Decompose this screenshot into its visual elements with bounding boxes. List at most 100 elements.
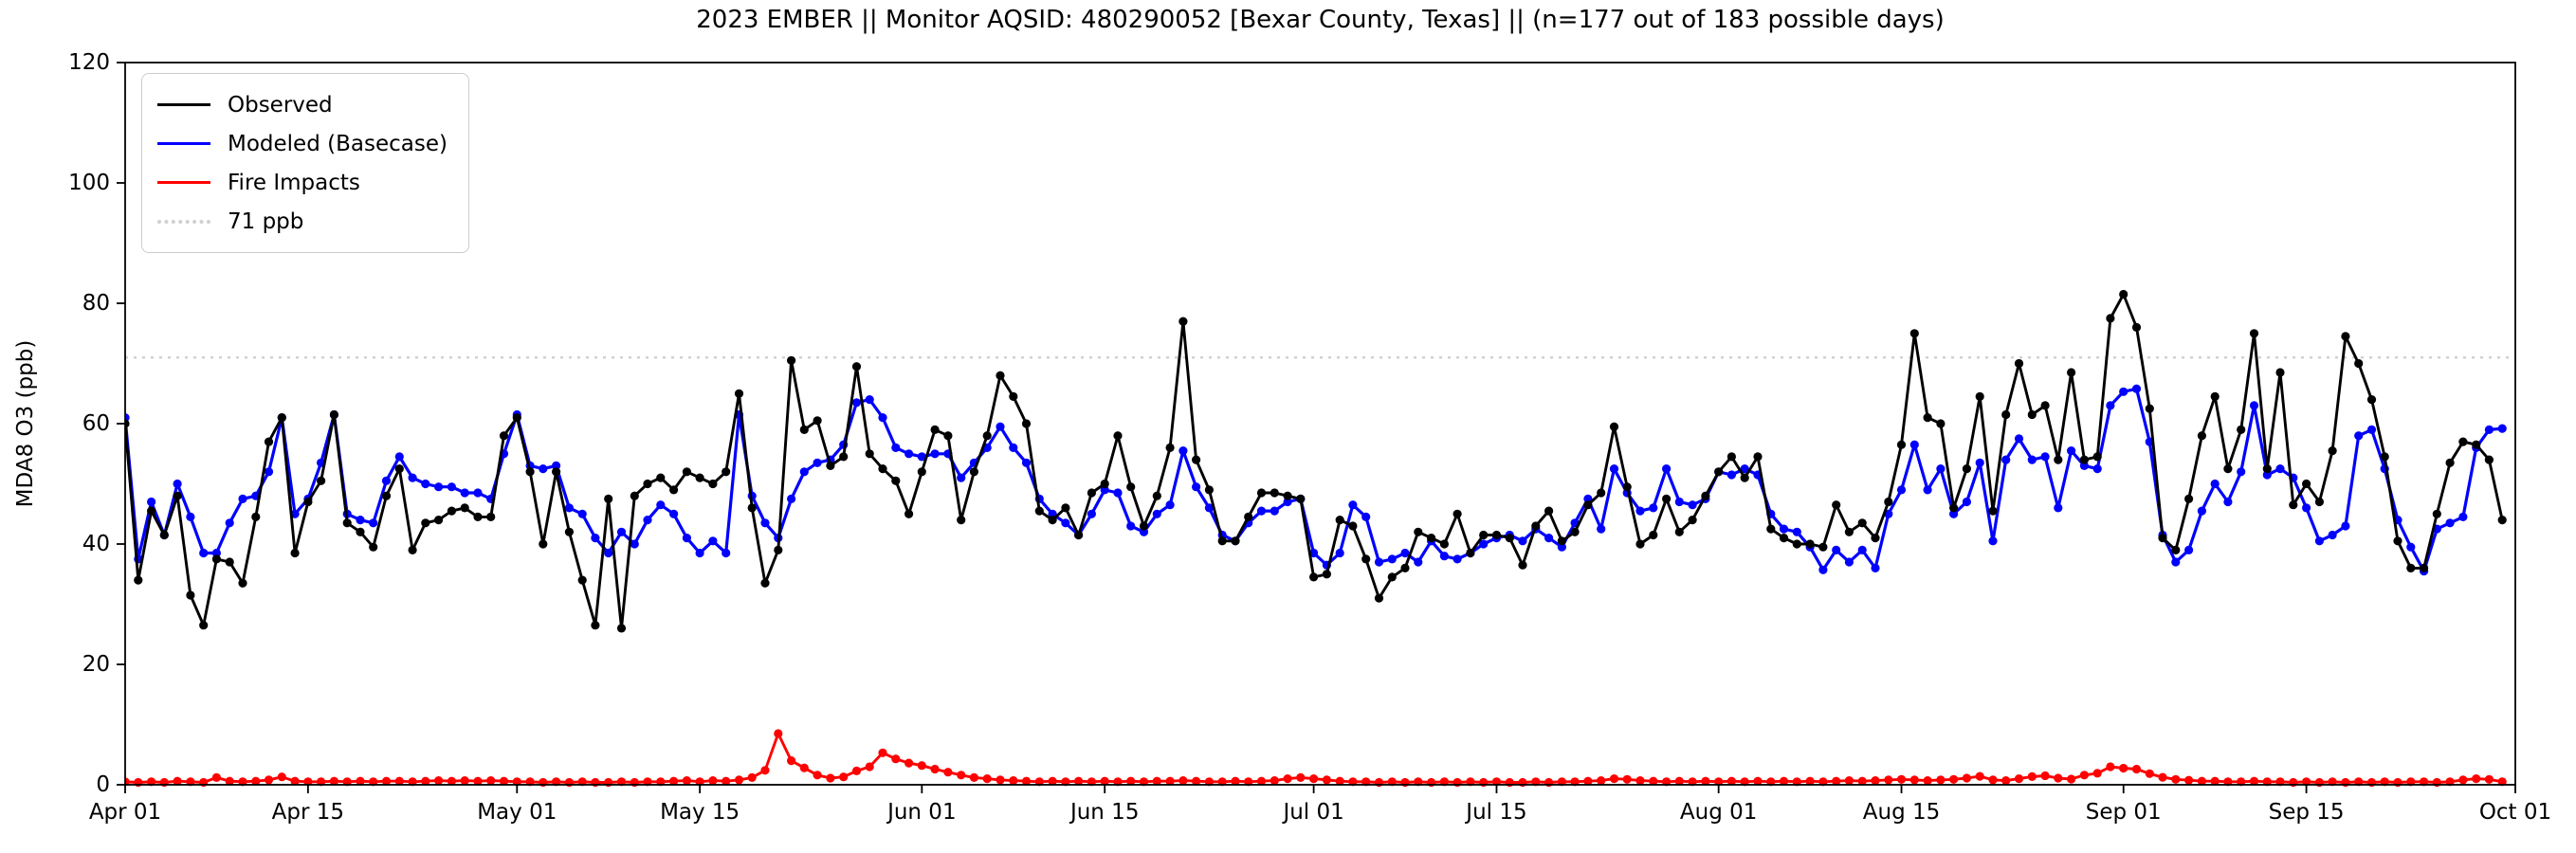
data-point: [1649, 530, 1658, 540]
plot-border: [124, 62, 2516, 786]
data-point: [891, 476, 901, 485]
data-point: [774, 545, 783, 555]
data-point: [1635, 539, 1645, 549]
data-point: [199, 548, 209, 558]
data-point: [2302, 479, 2311, 489]
data-point: [2158, 534, 2167, 543]
data-point: [2040, 401, 2050, 410]
y-tick-label: 60: [82, 411, 110, 436]
data-point: [1949, 774, 1959, 784]
data-point: [1009, 443, 1018, 452]
data-point: [1348, 500, 1358, 510]
data-point: [251, 776, 261, 786]
data-point: [1439, 539, 1449, 549]
data-point: [1649, 503, 1658, 513]
data-point: [799, 467, 809, 477]
data-point: [473, 488, 483, 498]
data-point: [774, 729, 783, 738]
data-point: [591, 534, 600, 543]
data-point: [904, 449, 914, 459]
x-tick-label: May 01: [477, 800, 557, 825]
data-point: [2131, 764, 2142, 774]
data-point: [604, 494, 613, 504]
data-point: [1296, 494, 1306, 504]
data-point: [1270, 488, 1279, 498]
data-point: [173, 776, 182, 786]
data-point: [1857, 518, 1867, 528]
data-point: [1400, 548, 1410, 558]
data-point: [1034, 506, 1044, 516]
data-point: [1518, 536, 1527, 546]
data-point: [1597, 488, 1606, 498]
data-point: [2092, 464, 2102, 474]
data-point: [1832, 776, 1841, 786]
data-point: [1518, 560, 1527, 570]
data-point: [238, 494, 247, 504]
data-point: [486, 776, 496, 786]
data-point: [1491, 530, 1502, 540]
data-point: [2119, 387, 2128, 396]
legend-item-fire: Fire Impacts: [157, 163, 448, 202]
data-point: [1936, 775, 1946, 785]
data-point: [447, 776, 456, 786]
data-point: [2223, 464, 2233, 474]
data-point: [695, 473, 704, 482]
data-point: [1100, 479, 1109, 489]
data-point: [329, 776, 338, 786]
data-point: [1753, 452, 1763, 462]
data-point: [473, 512, 483, 522]
data-point: [957, 771, 966, 780]
data-point: [434, 482, 444, 492]
data-point: [904, 509, 914, 518]
data-point: [643, 516, 652, 525]
data-point: [669, 776, 679, 786]
data-point: [2145, 404, 2154, 413]
data-point: [1244, 512, 1253, 522]
data-point: [630, 491, 639, 500]
data-point: [2197, 431, 2206, 441]
data-point: [2366, 425, 2377, 434]
data-point: [1021, 458, 1032, 467]
data-point: [1256, 776, 1267, 786]
modeled-line-swatch: [157, 142, 210, 145]
data-point: [1204, 485, 1214, 495]
data-point: [1635, 776, 1645, 786]
data-point: [2027, 455, 2037, 464]
data-point: [1962, 773, 1971, 783]
data-point: [1387, 554, 1397, 564]
data-point: [878, 413, 887, 423]
data-point: [1414, 557, 1423, 567]
data-point: [2067, 446, 2076, 456]
data-point: [2432, 509, 2441, 518]
data-point: [1113, 488, 1123, 498]
x-tick-label: Aug 01: [1680, 800, 1758, 825]
data-point: [1923, 485, 1932, 495]
y-tick-label: 100: [68, 171, 110, 195]
data-point: [1570, 527, 1580, 536]
data-point: [1217, 536, 1227, 546]
y-tick-label: 20: [82, 652, 110, 677]
data-point: [1583, 776, 1593, 786]
data-point: [630, 539, 639, 549]
data-point: [2249, 776, 2259, 786]
data-point: [1714, 467, 1724, 477]
data-point: [1844, 527, 1854, 536]
data-point: [1884, 775, 1893, 785]
data-point: [957, 473, 966, 482]
data-point: [264, 775, 274, 785]
data-point: [1374, 557, 1384, 567]
data-point: [747, 772, 757, 783]
data-point: [356, 516, 365, 525]
data-point: [2380, 452, 2389, 462]
data-point: [996, 422, 1005, 431]
data-point: [147, 506, 156, 516]
data-point: [2184, 494, 2194, 504]
y-tick-label: 80: [82, 291, 110, 316]
data-point: [891, 443, 901, 452]
x-axis: Apr 01 Apr 15 May 01 May 15 Jun 01 Jun 15 Jul …: [89, 785, 2551, 825]
y-tick-label: 0: [96, 772, 110, 797]
data-point: [1701, 776, 1710, 786]
data-point: [1597, 776, 1606, 786]
data-point: [564, 527, 575, 536]
